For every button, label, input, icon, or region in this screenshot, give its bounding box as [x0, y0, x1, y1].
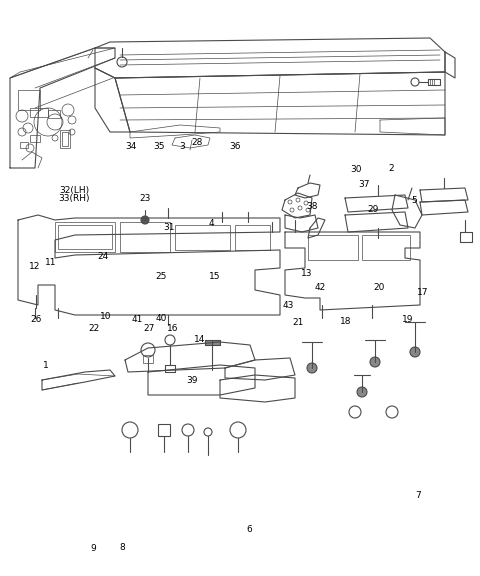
Bar: [235, 225, 270, 250]
Bar: [20, 142, 28, 148]
Bar: [48, 110, 60, 118]
Bar: [60, 130, 70, 148]
Text: 40: 40: [155, 314, 167, 323]
Text: 21: 21: [292, 318, 303, 327]
Text: 3: 3: [180, 142, 185, 151]
Circle shape: [307, 363, 317, 373]
Text: 43: 43: [282, 301, 294, 310]
Text: 19: 19: [402, 315, 414, 324]
Bar: [120, 222, 170, 252]
Text: 39: 39: [186, 376, 198, 385]
Bar: [30, 135, 40, 142]
Text: 11: 11: [45, 257, 56, 267]
Text: 35: 35: [154, 142, 165, 151]
Bar: [58, 225, 112, 249]
Text: 41: 41: [131, 315, 143, 324]
Bar: [428, 79, 440, 85]
Text: 20: 20: [373, 283, 385, 293]
Text: 24: 24: [97, 252, 109, 261]
Text: 17: 17: [417, 288, 428, 297]
Bar: [62, 132, 68, 146]
Text: 18: 18: [340, 317, 351, 326]
Text: 16: 16: [167, 324, 179, 333]
Text: 1: 1: [43, 361, 48, 370]
Text: 36: 36: [229, 142, 241, 151]
Text: 31: 31: [163, 223, 175, 232]
Text: 27: 27: [143, 324, 155, 333]
Text: 7: 7: [415, 491, 420, 500]
Text: 37: 37: [358, 180, 370, 189]
Text: 28: 28: [191, 138, 203, 147]
Bar: [175, 225, 230, 250]
Text: 14: 14: [193, 335, 205, 344]
Text: 33(RH): 33(RH): [59, 194, 90, 203]
Text: 29: 29: [368, 204, 379, 214]
Text: 6: 6: [247, 525, 252, 535]
Text: 32(LH): 32(LH): [60, 185, 89, 195]
Circle shape: [141, 216, 149, 224]
Text: 13: 13: [301, 269, 313, 278]
Text: 23: 23: [139, 194, 151, 203]
Text: 25: 25: [155, 272, 167, 281]
Text: 15: 15: [209, 272, 221, 281]
Bar: [158, 424, 170, 436]
Text: 26: 26: [30, 315, 42, 324]
Text: 38: 38: [306, 202, 318, 211]
Text: 2: 2: [388, 164, 394, 173]
Bar: [30, 108, 48, 117]
Circle shape: [370, 357, 380, 367]
Bar: [362, 235, 410, 260]
Text: 30: 30: [350, 165, 362, 175]
Bar: [55, 222, 115, 252]
Text: 5: 5: [411, 196, 417, 205]
Text: 42: 42: [315, 283, 326, 293]
Circle shape: [357, 387, 367, 397]
Circle shape: [410, 347, 420, 357]
Polygon shape: [205, 340, 220, 345]
Text: 4: 4: [208, 219, 214, 228]
Text: 9: 9: [91, 544, 96, 553]
Text: 8: 8: [120, 543, 125, 552]
Text: 12: 12: [29, 262, 40, 271]
Text: 22: 22: [88, 324, 99, 333]
Text: 10: 10: [100, 312, 111, 321]
Text: 34: 34: [125, 142, 136, 151]
Bar: [143, 355, 153, 363]
Bar: [18, 90, 40, 110]
Bar: [308, 235, 358, 260]
